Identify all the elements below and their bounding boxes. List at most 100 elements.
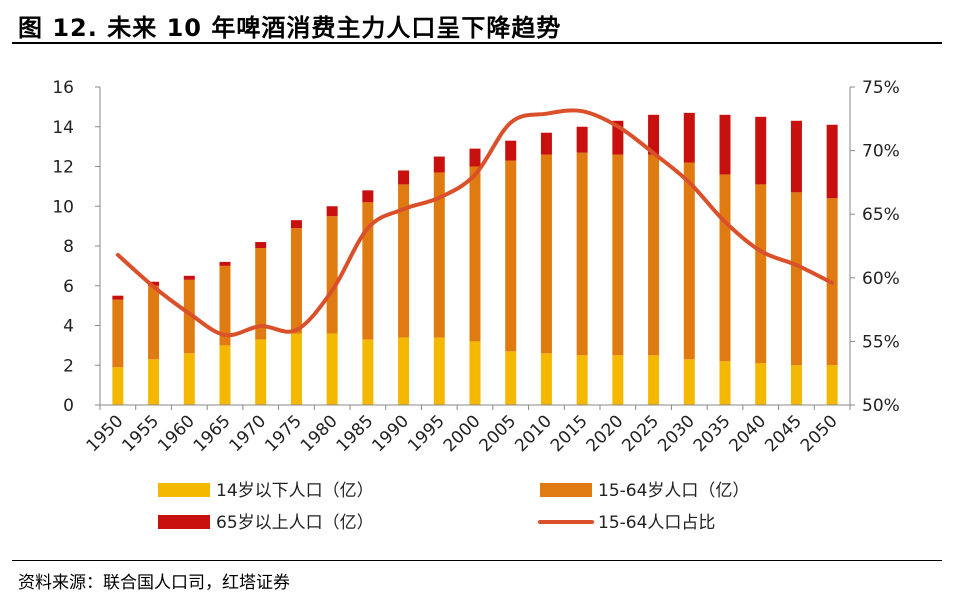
x-tick-label: 2005 bbox=[476, 411, 521, 456]
line-layer bbox=[115, 108, 835, 338]
x-tick-label: 2000 bbox=[440, 411, 485, 456]
legend-label: 65岁以上人口（亿） bbox=[216, 513, 374, 533]
left-tick-label: 2 bbox=[63, 356, 74, 376]
x-tick-label: 1965 bbox=[190, 411, 235, 456]
bar-15-64-1975 bbox=[290, 228, 302, 334]
legend-label: 15-64人口占比 bbox=[598, 513, 715, 533]
left-tick-label: 12 bbox=[52, 158, 74, 178]
bar-15-64-2020 bbox=[612, 154, 624, 356]
bar-15-64-1970 bbox=[255, 247, 267, 340]
bar-65-plus-1975 bbox=[290, 220, 302, 229]
bar-65-plus-1965 bbox=[219, 261, 231, 266]
x-tick-label: 2030 bbox=[654, 411, 699, 456]
source-note: 资料来源：联合国人口司，红塔证券 bbox=[18, 573, 290, 593]
right-tick-label: 75% bbox=[862, 78, 900, 98]
bar-under-14-1965 bbox=[219, 345, 231, 405]
legend-label: 15-64岁人口（亿） bbox=[598, 481, 749, 501]
x-tick-label: 1970 bbox=[226, 411, 271, 456]
x-tick-label: 2020 bbox=[583, 411, 628, 456]
bar-65-plus-1990 bbox=[398, 170, 410, 185]
bar-15-64-2010 bbox=[540, 154, 552, 354]
ratio-line bbox=[115, 108, 835, 338]
bar-15-64-1950 bbox=[112, 299, 124, 368]
bar-under-14-2040 bbox=[755, 363, 767, 405]
bar-65-plus-1985 bbox=[362, 190, 374, 203]
bar-layer bbox=[112, 112, 838, 405]
x-tick-label: 1955 bbox=[118, 411, 163, 456]
bar-65-plus-2040 bbox=[755, 116, 767, 185]
bar-65-plus-1995 bbox=[433, 156, 445, 173]
bar-65-plus-1980 bbox=[326, 206, 338, 217]
x-tick-label: 1960 bbox=[154, 411, 199, 456]
source-divider bbox=[12, 560, 942, 561]
right-tick-label: 70% bbox=[862, 142, 900, 162]
left-tick-label: 16 bbox=[52, 78, 74, 98]
bar-65-plus-1955 bbox=[148, 281, 160, 286]
bar-15-64-1990 bbox=[398, 184, 410, 338]
bar-under-14-1955 bbox=[148, 359, 160, 405]
bar-under-14-2035 bbox=[719, 361, 731, 405]
bar-65-plus-2025 bbox=[648, 114, 660, 155]
bar-15-64-1960 bbox=[183, 279, 195, 354]
legend-swatch bbox=[540, 483, 592, 497]
x-tick-label: 1985 bbox=[333, 411, 378, 456]
left-tick-label: 10 bbox=[52, 197, 74, 217]
bar-under-14-2010 bbox=[540, 353, 552, 405]
bar-under-14-1960 bbox=[183, 353, 195, 405]
x-tick-label: 1975 bbox=[261, 411, 306, 456]
bar-under-14-1980 bbox=[326, 333, 338, 405]
bar-65-plus-2010 bbox=[540, 132, 552, 155]
x-tick-label: 1995 bbox=[404, 411, 449, 456]
bar-under-14-2045 bbox=[790, 365, 802, 405]
bar-65-plus-2015 bbox=[576, 126, 588, 153]
population-chart: 024681012141650%55%60%65%70%75%195019551… bbox=[52, 78, 900, 533]
bar-under-14-1970 bbox=[255, 339, 267, 405]
x-tick-label: 2025 bbox=[618, 411, 663, 456]
x-tick-label: 2015 bbox=[547, 411, 592, 456]
left-tick-label: 8 bbox=[63, 237, 74, 257]
x-tick-label: 1950 bbox=[83, 411, 128, 456]
bar-under-14-2005 bbox=[505, 351, 517, 405]
right-tick-label: 55% bbox=[862, 332, 900, 352]
left-tick-label: 0 bbox=[63, 396, 74, 416]
bar-65-plus-2000 bbox=[469, 148, 481, 167]
bar-15-64-2035 bbox=[719, 174, 731, 362]
bar-under-14-1995 bbox=[433, 337, 445, 405]
title-divider bbox=[12, 42, 942, 44]
bar-15-64-2040 bbox=[755, 184, 767, 364]
bar-65-plus-2045 bbox=[790, 120, 802, 193]
legend: 14岁以下人口（亿） 15-64岁人口（亿） 65岁以上人口（亿） 15-64人口占比 bbox=[158, 481, 749, 533]
bar-under-14-1990 bbox=[398, 337, 410, 405]
left-tick-label: 4 bbox=[63, 317, 74, 337]
left-tick-label: 6 bbox=[63, 277, 74, 297]
bar-65-plus-2050 bbox=[826, 124, 838, 199]
x-tick-label: 1980 bbox=[297, 411, 342, 456]
right-tick-label: 60% bbox=[862, 269, 900, 289]
legend-swatch bbox=[158, 515, 210, 529]
bar-15-64-2045 bbox=[790, 192, 802, 366]
x-tick-label: 2045 bbox=[761, 411, 806, 456]
bar-15-64-1995 bbox=[433, 172, 445, 338]
x-tick-label: 2035 bbox=[690, 411, 735, 456]
bar-65-plus-1970 bbox=[255, 242, 267, 248]
bar-15-64-2025 bbox=[648, 154, 660, 356]
bar-15-64-2005 bbox=[505, 160, 517, 352]
bar-65-plus-1950 bbox=[112, 295, 124, 300]
bar-under-14-1985 bbox=[362, 339, 374, 405]
bar-15-64-2015 bbox=[576, 152, 588, 356]
x-tick-label: 2040 bbox=[726, 411, 771, 456]
bar-65-plus-2030 bbox=[683, 112, 695, 163]
bar-65-plus-2020 bbox=[612, 120, 624, 155]
bar-65-plus-1960 bbox=[183, 275, 195, 280]
x-tick-label: 2010 bbox=[511, 411, 556, 456]
bar-65-plus-2035 bbox=[719, 114, 731, 175]
bar-15-64-2030 bbox=[683, 162, 695, 360]
bar-under-14-2025 bbox=[648, 355, 660, 405]
bar-under-14-2030 bbox=[683, 359, 695, 405]
bar-under-14-2020 bbox=[612, 355, 624, 405]
bar-15-64-1955 bbox=[148, 285, 160, 360]
bar-15-64-1965 bbox=[219, 265, 231, 346]
x-tick-label: 1990 bbox=[368, 411, 413, 456]
x-tick-label: 2050 bbox=[797, 411, 842, 456]
bar-under-14-2050 bbox=[826, 365, 838, 405]
